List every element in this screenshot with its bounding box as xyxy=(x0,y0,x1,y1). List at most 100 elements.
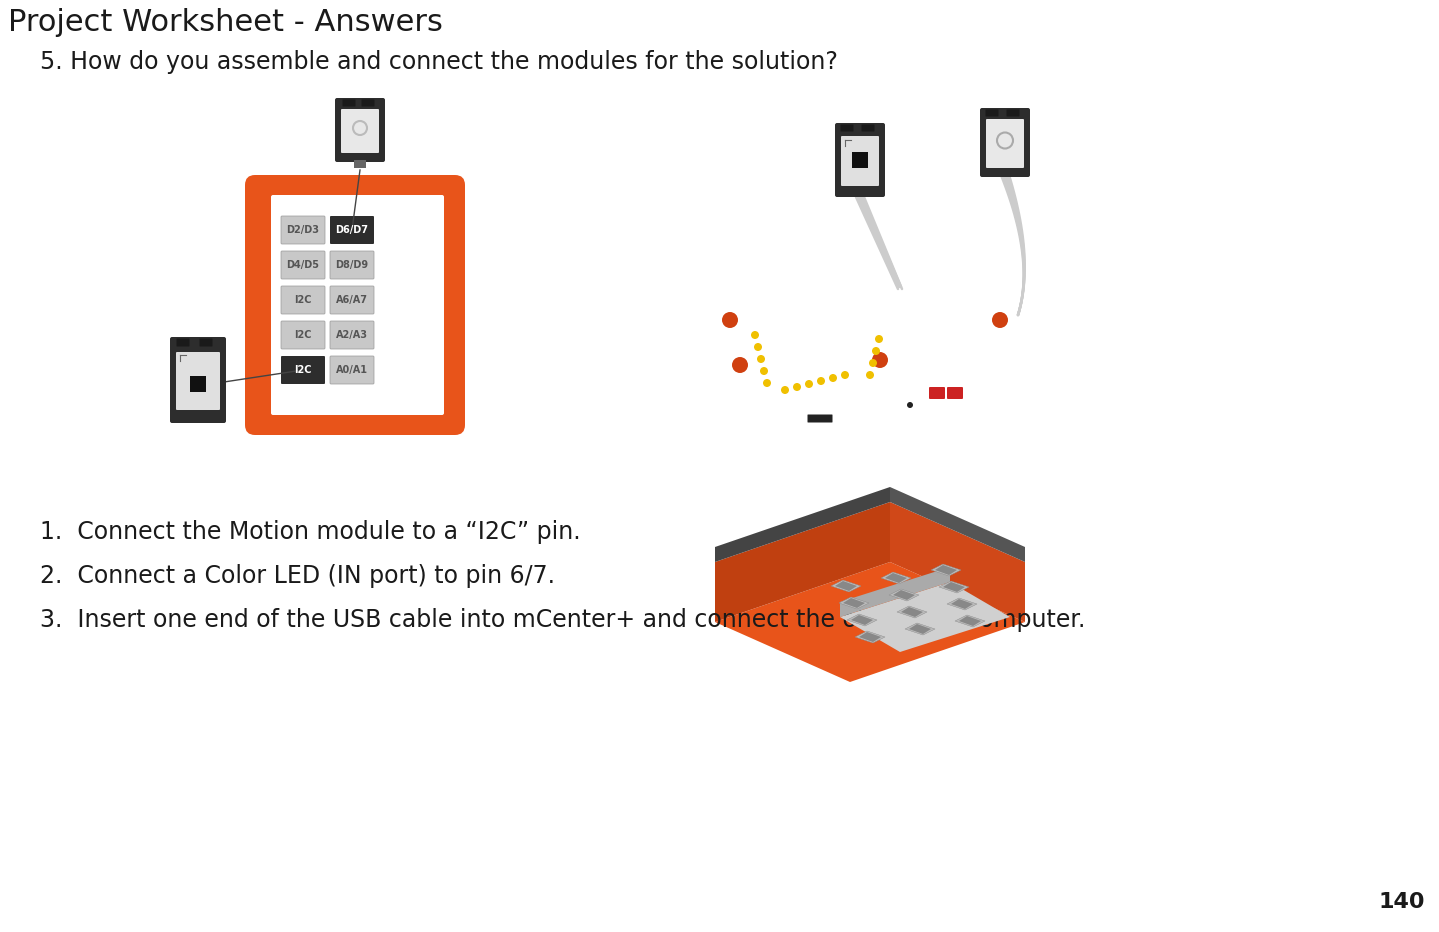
Circle shape xyxy=(757,355,766,363)
FancyBboxPatch shape xyxy=(176,352,220,410)
Circle shape xyxy=(991,312,1007,328)
Polygon shape xyxy=(715,502,889,622)
FancyBboxPatch shape xyxy=(862,125,875,131)
Polygon shape xyxy=(889,487,1025,562)
Text: A0/A1: A0/A1 xyxy=(335,365,368,375)
FancyBboxPatch shape xyxy=(281,321,325,349)
Polygon shape xyxy=(835,581,858,591)
Polygon shape xyxy=(848,614,876,626)
FancyBboxPatch shape xyxy=(170,337,226,423)
FancyBboxPatch shape xyxy=(361,100,374,106)
Circle shape xyxy=(869,359,876,367)
Polygon shape xyxy=(855,631,885,643)
Polygon shape xyxy=(715,562,1025,682)
Text: 5. How do you assemble and connect the modules for the solution?: 5. How do you assemble and connect the m… xyxy=(40,50,837,74)
FancyBboxPatch shape xyxy=(330,286,374,314)
FancyBboxPatch shape xyxy=(807,415,833,422)
FancyBboxPatch shape xyxy=(980,108,1030,177)
Polygon shape xyxy=(843,598,865,608)
FancyBboxPatch shape xyxy=(835,123,885,197)
Circle shape xyxy=(760,367,768,375)
FancyBboxPatch shape xyxy=(341,109,378,153)
Polygon shape xyxy=(859,632,881,642)
FancyBboxPatch shape xyxy=(986,109,999,116)
Text: D6/D7: D6/D7 xyxy=(335,225,368,235)
Polygon shape xyxy=(889,589,920,601)
Polygon shape xyxy=(931,564,961,576)
Polygon shape xyxy=(909,624,931,634)
Polygon shape xyxy=(947,598,977,610)
Circle shape xyxy=(763,379,771,387)
Polygon shape xyxy=(958,616,981,626)
FancyBboxPatch shape xyxy=(947,387,963,399)
Text: I2C: I2C xyxy=(294,295,312,305)
Polygon shape xyxy=(896,606,927,618)
Circle shape xyxy=(817,377,825,385)
Polygon shape xyxy=(840,567,950,617)
Polygon shape xyxy=(715,487,889,562)
Circle shape xyxy=(840,371,849,379)
FancyBboxPatch shape xyxy=(330,356,374,384)
FancyBboxPatch shape xyxy=(840,136,879,186)
Bar xyxy=(852,152,868,168)
Polygon shape xyxy=(830,580,861,592)
Polygon shape xyxy=(935,565,957,575)
Polygon shape xyxy=(885,573,907,583)
Circle shape xyxy=(875,335,884,343)
FancyBboxPatch shape xyxy=(330,216,374,244)
Text: D4/D5: D4/D5 xyxy=(286,260,319,270)
Circle shape xyxy=(793,383,802,391)
Circle shape xyxy=(732,357,748,373)
Circle shape xyxy=(907,402,912,408)
Circle shape xyxy=(866,371,873,379)
FancyBboxPatch shape xyxy=(342,100,355,106)
Text: D2/D3: D2/D3 xyxy=(286,225,319,235)
Polygon shape xyxy=(889,502,1025,622)
Polygon shape xyxy=(905,623,935,635)
Text: I2C: I2C xyxy=(294,330,312,340)
Text: A6/A7: A6/A7 xyxy=(335,295,368,305)
Polygon shape xyxy=(940,581,968,593)
Circle shape xyxy=(754,343,763,351)
Text: 140: 140 xyxy=(1379,892,1425,912)
Text: 3.  Insert one end of the USB cable into mCenter+ and connect the other to a com: 3. Insert one end of the USB cable into … xyxy=(40,608,1085,632)
Circle shape xyxy=(872,352,888,368)
Polygon shape xyxy=(943,582,966,592)
Polygon shape xyxy=(951,599,973,609)
FancyBboxPatch shape xyxy=(281,216,325,244)
Polygon shape xyxy=(894,590,915,600)
FancyBboxPatch shape xyxy=(245,175,465,435)
Text: 1.  Connect the Motion module to a “I2C” pin.: 1. Connect the Motion module to a “I2C” … xyxy=(40,520,580,544)
Bar xyxy=(190,376,206,392)
Polygon shape xyxy=(955,615,986,627)
FancyBboxPatch shape xyxy=(281,356,325,384)
Polygon shape xyxy=(839,597,869,609)
Polygon shape xyxy=(850,615,873,625)
Circle shape xyxy=(722,312,738,328)
FancyBboxPatch shape xyxy=(271,195,445,415)
Polygon shape xyxy=(840,582,1010,652)
Text: Project Worksheet - Answers: Project Worksheet - Answers xyxy=(9,8,443,37)
FancyBboxPatch shape xyxy=(1006,109,1019,116)
Text: A2/A3: A2/A3 xyxy=(335,330,368,340)
FancyBboxPatch shape xyxy=(930,387,945,399)
FancyBboxPatch shape xyxy=(335,98,386,162)
Bar xyxy=(354,160,366,168)
Text: D8/D9: D8/D9 xyxy=(335,260,368,270)
Circle shape xyxy=(804,380,813,388)
Circle shape xyxy=(781,386,789,394)
Circle shape xyxy=(751,331,758,339)
Polygon shape xyxy=(901,607,922,617)
FancyBboxPatch shape xyxy=(330,321,374,349)
FancyBboxPatch shape xyxy=(177,338,190,347)
FancyBboxPatch shape xyxy=(281,251,325,279)
FancyBboxPatch shape xyxy=(200,338,213,347)
FancyBboxPatch shape xyxy=(281,286,325,314)
FancyBboxPatch shape xyxy=(330,251,374,279)
Text: I2C: I2C xyxy=(294,365,312,375)
FancyBboxPatch shape xyxy=(840,125,853,131)
Polygon shape xyxy=(881,572,911,584)
Circle shape xyxy=(872,347,881,355)
Text: 2.  Connect a Color LED (IN port) to pin 6/7.: 2. Connect a Color LED (IN port) to pin … xyxy=(40,564,555,588)
FancyBboxPatch shape xyxy=(986,119,1025,168)
